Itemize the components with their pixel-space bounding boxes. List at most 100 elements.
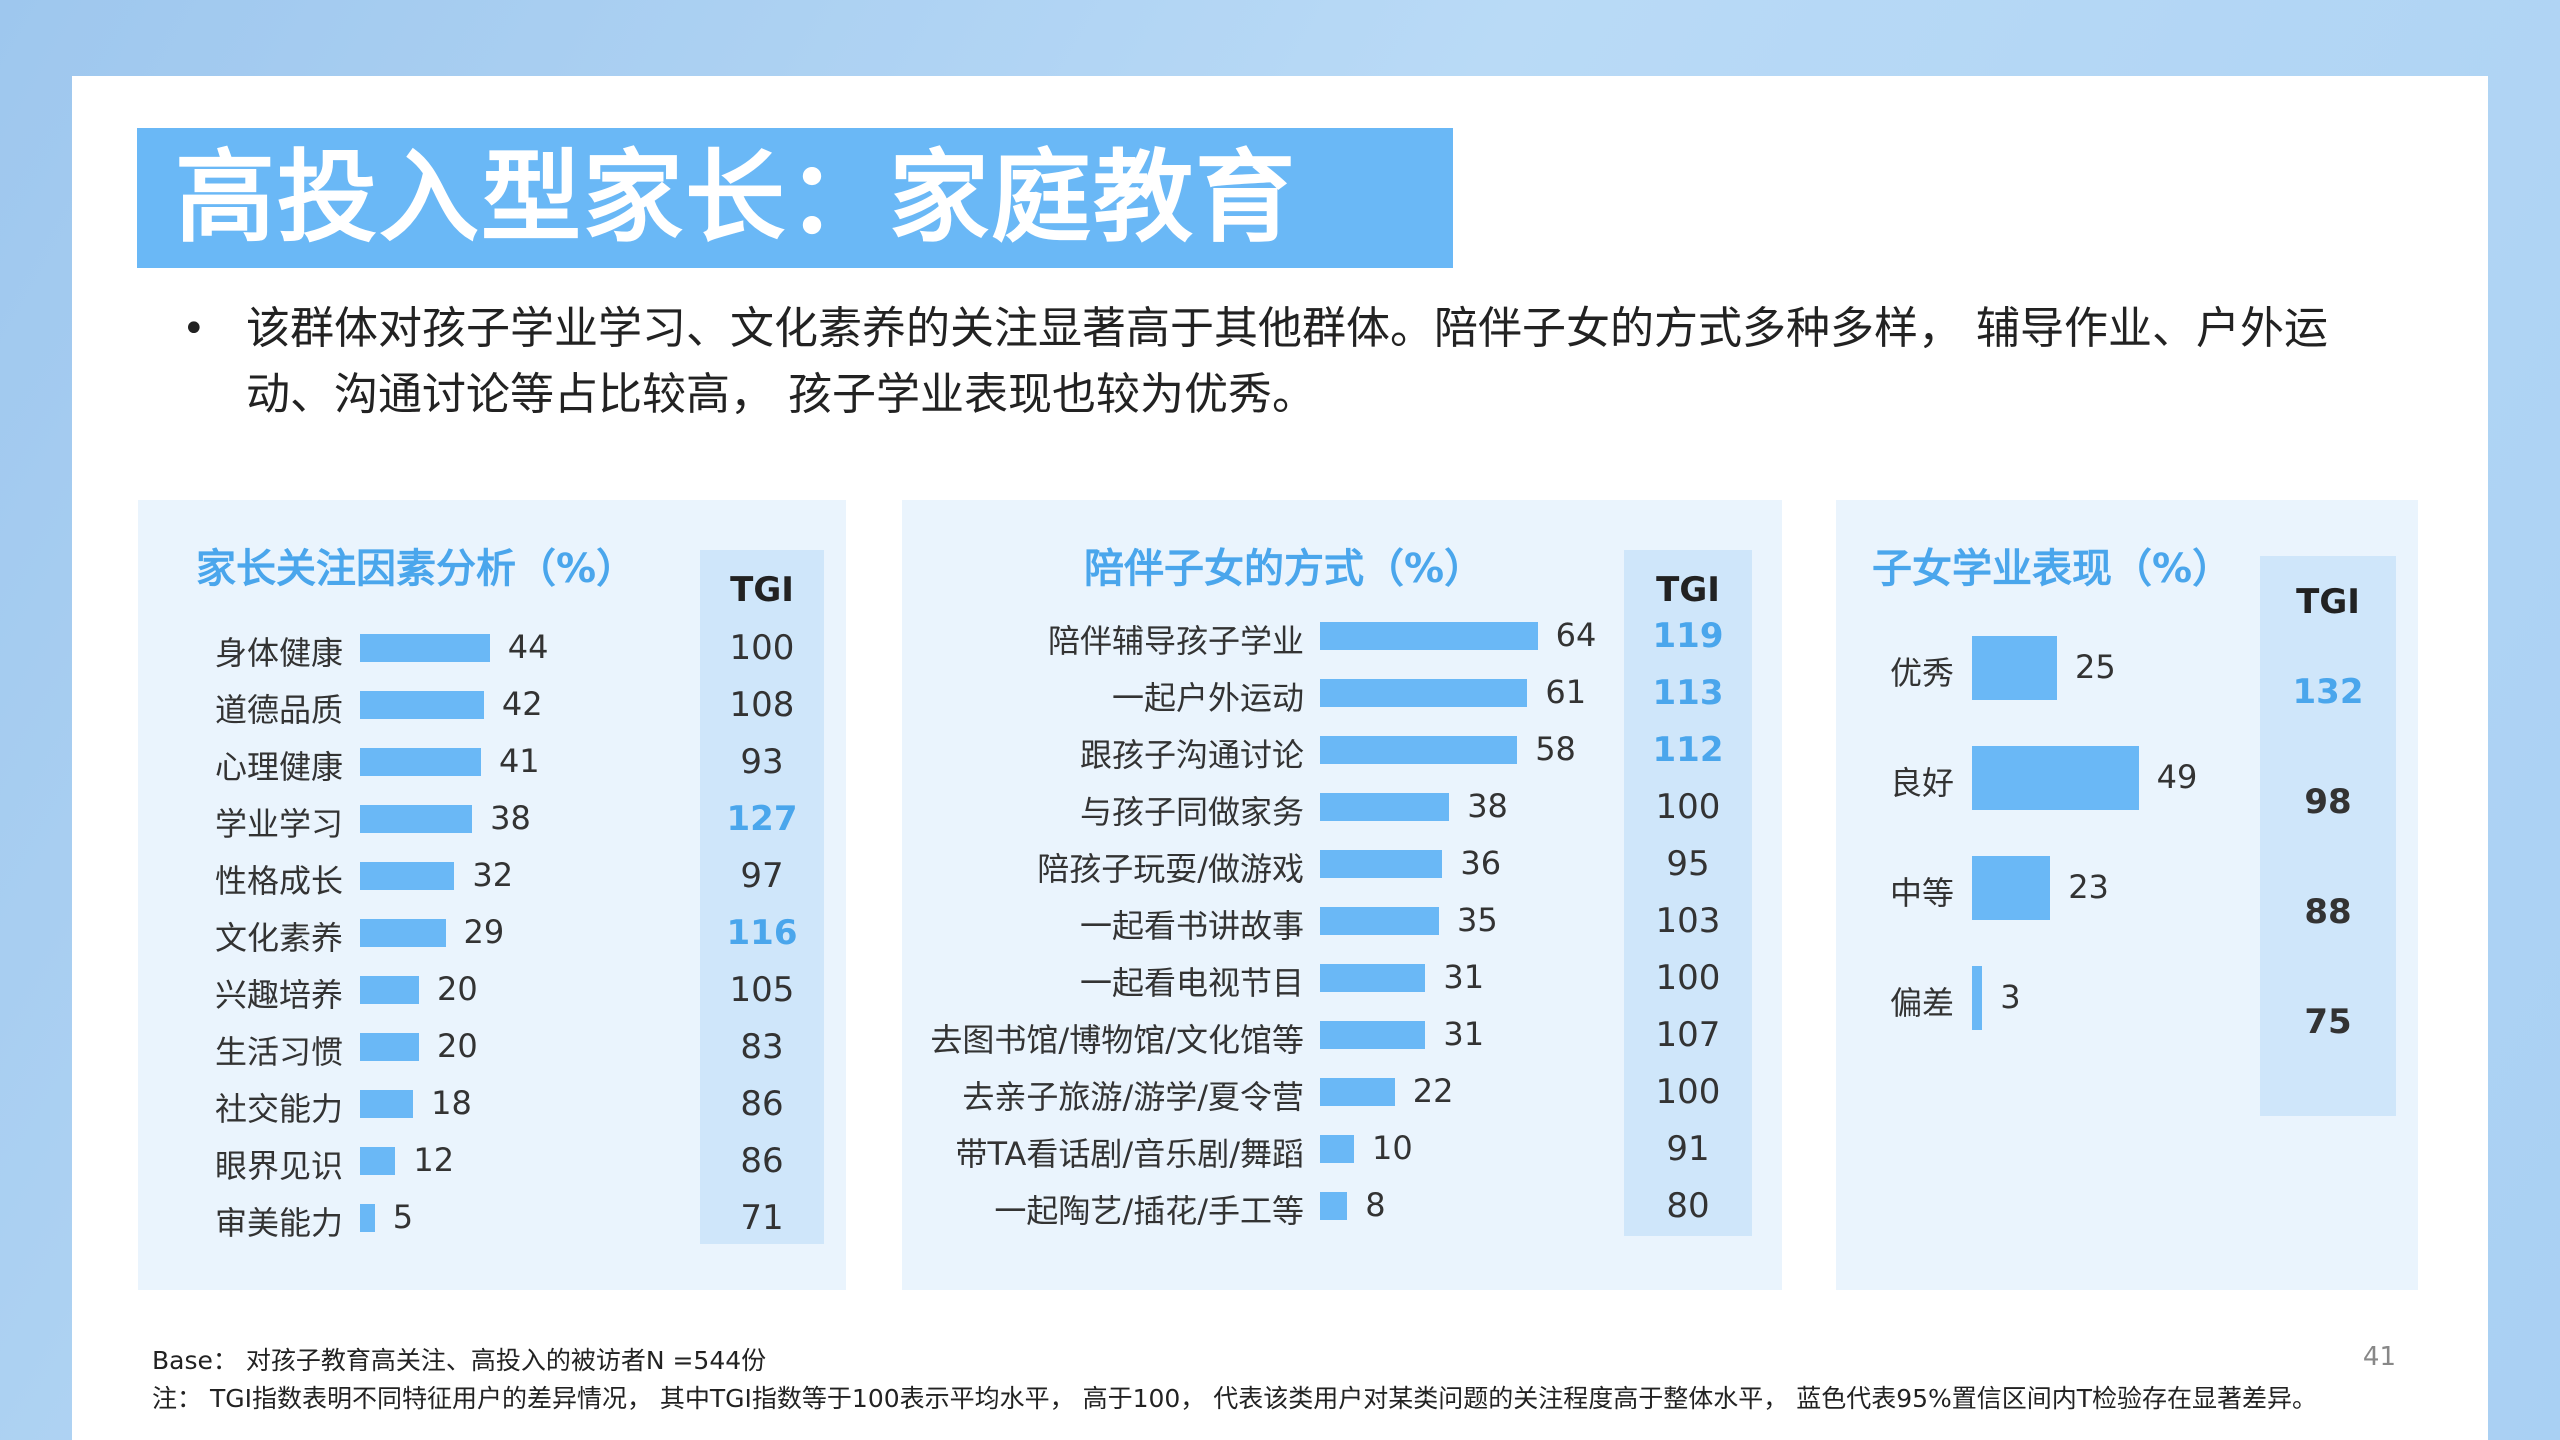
data-label: 38 xyxy=(490,799,531,837)
bar xyxy=(1320,1021,1426,1049)
tgi-value: 127 xyxy=(726,799,798,839)
tgi-value: 98 xyxy=(2304,782,2352,822)
data-label: 18 xyxy=(431,1084,472,1122)
tgi-value: 95 xyxy=(1666,844,1710,884)
tgi-value: 100 xyxy=(729,628,795,668)
data-label: 3 xyxy=(2000,978,2021,1016)
data-label: 35 xyxy=(1457,901,1498,939)
bar xyxy=(360,976,419,1004)
tgi-column: TGI 119 113 112 100 95 103 100 107 100 91 80 xyxy=(1624,550,1752,1236)
data-label: 25 xyxy=(2075,648,2116,686)
bar xyxy=(360,691,484,719)
title-banner: 高投入型家长：家庭教育 xyxy=(137,128,1453,268)
category-label: 带TA看话剧/音乐剧/舞蹈 xyxy=(955,1135,1304,1173)
tgi-column: TGI 132 98 88 75 xyxy=(2260,556,2396,1116)
category-label: 心理健康 xyxy=(214,748,343,786)
category-label: 偏差 xyxy=(1889,984,1954,1022)
category-label: 去亲子旅游/游学/夏令营 xyxy=(962,1078,1304,1116)
tgi-value: 71 xyxy=(740,1198,784,1238)
bar xyxy=(1320,793,1450,821)
category-label: 良好 xyxy=(1889,764,1954,802)
bar xyxy=(1320,679,1528,707)
data-label: 20 xyxy=(437,1027,478,1065)
data-label: 64 xyxy=(1555,616,1597,654)
bar xyxy=(360,1147,396,1175)
category-label: 中等 xyxy=(1889,874,1954,912)
category-label: 道德品质 xyxy=(214,691,343,729)
category-label: 跟孩子沟通讨论 xyxy=(1079,736,1304,774)
data-label: 23 xyxy=(2068,868,2109,906)
base-note: Base： 对孩子教育高关注、高投入的被访者N =544份 xyxy=(152,1346,767,1375)
tgi-column: TGI 100 108 93 127 97 116 105 83 86 86 71 xyxy=(700,550,824,1244)
bar xyxy=(360,748,481,776)
panel-title: 陪伴子女的方式（%） xyxy=(1084,546,1485,592)
category-label: 一起看书讲故事 xyxy=(1079,907,1304,945)
tgi-value: 103 xyxy=(1655,901,1721,941)
data-label: 38 xyxy=(1467,787,1508,825)
tgi-value: 93 xyxy=(740,742,784,782)
data-label: 61 xyxy=(1545,673,1587,711)
bar xyxy=(1320,1078,1395,1106)
tgi-value: 83 xyxy=(740,1027,784,1067)
tgi-note: 注： TGI指数表明不同特征用户的差异情况， 其中TGI指数等于100表示平均水… xyxy=(152,1384,2318,1413)
category-label: 文化素养 xyxy=(214,919,343,957)
bar xyxy=(1320,1192,1348,1220)
data-label: 20 xyxy=(437,970,478,1008)
category-label: 一起陶艺/插花/手工等 xyxy=(994,1192,1304,1230)
category-label: 身体健康 xyxy=(214,634,343,672)
bar xyxy=(360,1033,419,1061)
panel-parent-concerns: 家长关注因素分析（%） TGI 100 108 93 127 97 116 105 83 86 8… xyxy=(138,500,846,1290)
category-label: 生活习惯 xyxy=(214,1033,343,1071)
tgi-value: 75 xyxy=(2304,1002,2352,1042)
category-label: 陪伴辅导孩子学业 xyxy=(1047,622,1304,660)
tgi-value: 100 xyxy=(1655,1072,1721,1112)
page-title: 高投入型家长：家庭教育 xyxy=(175,139,1297,256)
data-label: 41 xyxy=(498,742,540,780)
tgi-value: 119 xyxy=(1652,616,1724,656)
data-label: 42 xyxy=(501,685,543,723)
tgi-value: 105 xyxy=(729,970,795,1010)
panel-title: 子女学业表现（%） xyxy=(1872,546,2233,592)
bar xyxy=(360,805,473,833)
bar xyxy=(1320,622,1538,650)
data-label: 10 xyxy=(1372,1129,1413,1167)
category-label: 学业学习 xyxy=(214,805,343,843)
data-label: 58 xyxy=(1535,730,1576,768)
data-label: 8 xyxy=(1365,1186,1386,1224)
bar xyxy=(1972,636,2057,700)
tgi-value: 112 xyxy=(1652,730,1724,770)
data-label: 29 xyxy=(463,913,505,951)
tgi-value: 132 xyxy=(2292,672,2364,712)
bar xyxy=(1320,964,1426,992)
bar xyxy=(360,634,490,662)
tgi-value: 108 xyxy=(729,685,795,725)
category-label: 去图书馆/博物馆/文化馆等 xyxy=(930,1021,1304,1059)
footnotes: Base： 对孩子教育高关注、高投入的被访者N =544份 注： TGI指数表明… xyxy=(152,1342,2452,1418)
tgi-value: 100 xyxy=(1655,787,1721,827)
data-label: 32 xyxy=(472,856,514,894)
panel-academic-performance: 子女学业表现（%） TGI 132 98 88 75 优秀 25 良好 49 中等 23 偏差 3 xyxy=(1836,500,2418,1290)
bar xyxy=(1320,736,1518,764)
category-label: 一起户外运动 xyxy=(1111,679,1304,717)
tgi-value: 100 xyxy=(1655,958,1721,998)
bar xyxy=(360,1204,375,1232)
summary-text: 该群体对孩子学业学习、文化素养的关注显著高于其他群体。陪伴子女的方式多种多样， … xyxy=(246,303,2328,420)
bullet-dot-icon: • xyxy=(182,306,206,352)
tgi-value: 116 xyxy=(726,913,798,953)
data-label: 31 xyxy=(1443,958,1485,996)
tgi-value: 86 xyxy=(740,1141,784,1181)
data-label: 49 xyxy=(2156,758,2198,796)
data-label: 22 xyxy=(1412,1072,1454,1110)
tgi-header: TGI xyxy=(2296,582,2360,622)
tgi-value: 113 xyxy=(1652,673,1724,713)
bar xyxy=(360,919,446,947)
category-label: 性格成长 xyxy=(214,862,343,900)
bar xyxy=(1320,850,1443,878)
data-label: 12 xyxy=(413,1141,455,1179)
tgi-value: 80 xyxy=(1666,1186,1710,1226)
tgi-value: 107 xyxy=(1655,1015,1721,1055)
panel-companion-methods: 陪伴子女的方式（%） TGI 119 113 112 100 95 103 100 107 10… xyxy=(902,500,1782,1290)
tgi-value: 86 xyxy=(740,1084,784,1124)
category-label: 眼界见识 xyxy=(214,1147,343,1185)
category-label: 优秀 xyxy=(1889,654,1954,692)
